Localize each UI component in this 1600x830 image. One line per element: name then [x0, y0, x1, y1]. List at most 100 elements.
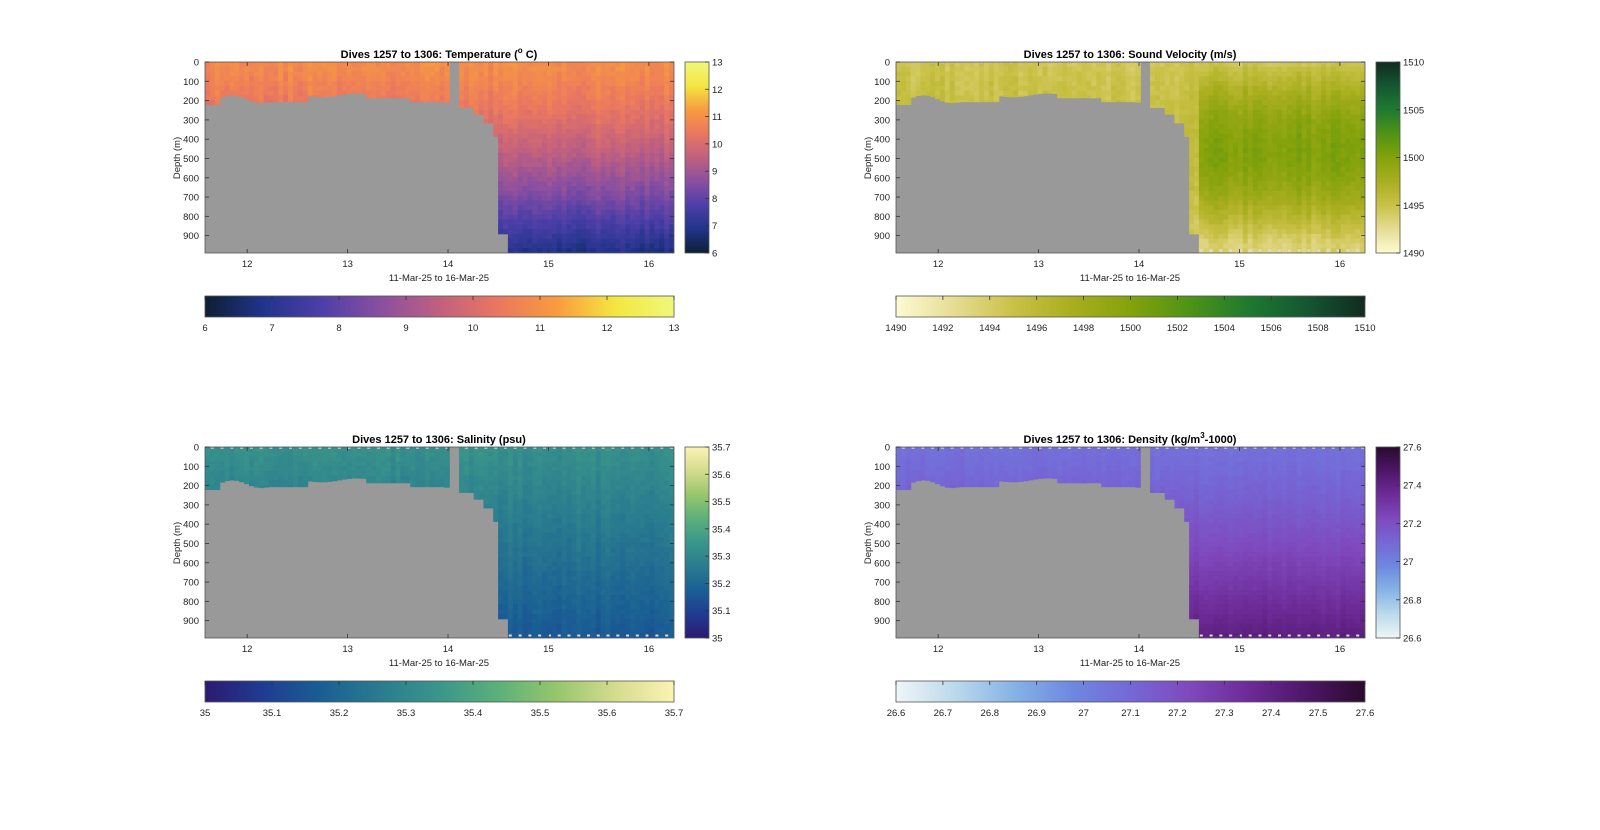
surface-flag-mark [1067, 62, 1071, 64]
heatmap-cell [1296, 104, 1303, 111]
heatmap-cell [214, 62, 221, 68]
heatmap-cell [659, 138, 665, 144]
heatmap-cell [395, 66, 402, 73]
heatmap-cell [556, 190, 563, 197]
heatmap-cell [1037, 90, 1044, 94]
heatmap-cell [625, 114, 631, 120]
heatmap-cell [1247, 162, 1254, 168]
heatmap-cell [620, 104, 626, 111]
heatmap-cell [1281, 62, 1288, 68]
heatmap-cell [248, 470, 255, 477]
heatmap-cell [1301, 248, 1307, 253]
heatmap-cell [1311, 143, 1317, 149]
heatmap-cell [351, 470, 358, 477]
heatmap-cell [561, 186, 568, 192]
heatmap-cell [498, 537, 504, 544]
heatmap-cell [356, 461, 362, 467]
surface-flag-mark [1097, 62, 1101, 64]
heatmap-cell [483, 76, 489, 82]
heatmap-cell [312, 447, 318, 453]
heatmap-cell [586, 243, 592, 249]
heatmap-cell [1301, 76, 1307, 82]
heatmap-cell [969, 66, 975, 73]
heatmap-cell [537, 205, 543, 211]
heatmap-cell [1267, 176, 1273, 182]
heatmap-cell [1223, 248, 1229, 253]
heatmap-cell [532, 599, 538, 606]
heatmap-cell [1247, 124, 1254, 130]
heatmap-cell [1203, 85, 1210, 92]
heatmap-cell [1237, 138, 1244, 144]
heatmap-cell [1208, 71, 1215, 77]
heatmap-cell [346, 451, 353, 458]
heatmap-cell [1096, 66, 1102, 73]
heatmap-cell [512, 214, 519, 221]
y-tick-label: 700 [183, 193, 199, 204]
heatmap-cell [615, 109, 621, 116]
heatmap-cell [1194, 90, 1200, 97]
heatmap-cell [1291, 176, 1298, 182]
heatmap-cell [620, 181, 626, 187]
heatmap-cell [634, 176, 641, 182]
heatmap-cell [224, 456, 231, 462]
heatmap-cell [517, 618, 524, 625]
heatmap-cell [1218, 66, 1224, 73]
heatmap-cell [1350, 138, 1356, 144]
heatmap-cell [1213, 157, 1220, 163]
heatmap-cell [1213, 248, 1220, 253]
heatmap-cell [664, 76, 670, 82]
heatmap-cell [551, 81, 558, 87]
heatmap-cell [664, 100, 670, 106]
heatmap-cell [969, 71, 975, 77]
heatmap-cell [542, 85, 548, 92]
heatmap-cell [224, 81, 231, 87]
heatmap-cell [1262, 243, 1268, 249]
heatmap-cell [630, 210, 636, 216]
heatmap-cell [239, 90, 245, 97]
heatmap-cell [1023, 71, 1029, 77]
heatmap-cell [229, 447, 235, 453]
heatmap-cell [327, 66, 333, 73]
heatmap-cell [1218, 190, 1224, 197]
heatmap-cell [234, 71, 240, 77]
heatmap-cell [551, 205, 558, 211]
heatmap-cell [1233, 167, 1239, 173]
heatmap-cell [1306, 214, 1312, 221]
heatmap-cell [214, 66, 221, 73]
heatmap-cell [419, 85, 426, 92]
bottom-flag-mark [1278, 249, 1282, 252]
heatmap-cell [610, 81, 616, 87]
heatmap-cell [512, 489, 519, 496]
heatmap-cell [610, 224, 616, 230]
heatmap-cell [537, 219, 543, 225]
heatmap-cell [944, 81, 951, 87]
heatmap-cell [312, 90, 318, 97]
heatmap-cell [561, 85, 568, 92]
heatmap-cell [1194, 157, 1200, 163]
heatmap-cell [512, 475, 519, 482]
heatmap-cell [630, 124, 636, 130]
heatmap-cell [1052, 71, 1058, 77]
heatmap-cell [527, 76, 533, 82]
heatmap-cell [473, 85, 480, 92]
heatmap-cell [979, 85, 985, 92]
heatmap-cell [429, 466, 436, 472]
heatmap-cell [551, 181, 558, 187]
heatmap-cell [1233, 71, 1239, 77]
heatmap-cell [1242, 214, 1249, 221]
heatmap-cell [1272, 176, 1278, 182]
heatmap-cell [439, 100, 445, 103]
heatmap-cell [1257, 109, 1264, 116]
heatmap-cell [1340, 224, 1347, 230]
heatmap-cell [503, 599, 509, 606]
heatmap-cell [1325, 229, 1332, 235]
heatmap-cell [219, 480, 226, 483]
heatmap-cell [959, 66, 965, 73]
heatmap-cell [1189, 85, 1195, 92]
heatmap-cell [571, 114, 577, 120]
heatmap-cell [610, 62, 616, 68]
panel-temperature: Dives 1257 to 1306: Temperature (o C) 12… [172, 46, 723, 334]
heatmap-cell [522, 470, 529, 477]
heatmap-cell [1291, 104, 1298, 111]
heatmap-cell [649, 124, 656, 130]
